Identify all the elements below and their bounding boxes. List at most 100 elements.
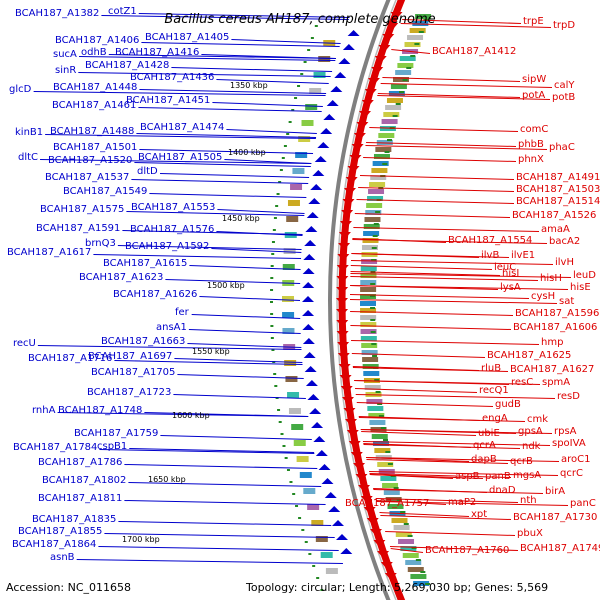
gene-label[interactable]: pbuX bbox=[517, 528, 543, 539]
gene-label[interactable]: BCAH187_A1553 bbox=[131, 202, 215, 213]
gene-label[interactable]: phbB bbox=[518, 139, 544, 150]
gene-label[interactable]: maP2 bbox=[448, 497, 476, 508]
gene-label[interactable]: BCAH187_A1405 bbox=[145, 32, 229, 43]
gene-label[interactable]: dnaD bbox=[489, 485, 516, 496]
gene-label[interactable]: cspB1 bbox=[97, 441, 127, 452]
gene-label[interactable]: cmk bbox=[527, 414, 548, 425]
gene-label[interactable]: BCAH187_A1786 bbox=[38, 457, 122, 468]
gene-label[interactable]: BCAH187_A1596 bbox=[515, 308, 599, 319]
gene-label[interactable]: qcrA bbox=[473, 440, 496, 451]
gene-label[interactable]: BCAH187_A1575 bbox=[40, 204, 124, 215]
gene-label[interactable]: potA bbox=[522, 90, 545, 101]
gene-label[interactable]: potB bbox=[552, 92, 575, 103]
gene-label[interactable]: ilvB bbox=[481, 250, 499, 261]
gene-label[interactable]: gudB bbox=[495, 399, 521, 410]
gene-label[interactable]: BCAH187_A1412 bbox=[432, 46, 516, 57]
gene-label[interactable]: sinR bbox=[55, 65, 76, 76]
gene-label[interactable]: hisI bbox=[502, 268, 519, 279]
gene-label[interactable]: BCAH187_A1382 bbox=[15, 8, 99, 19]
gene-label[interactable]: sipW bbox=[522, 74, 546, 85]
gene-label[interactable]: aroC1 bbox=[561, 454, 590, 465]
gene-label[interactable]: nth bbox=[520, 495, 537, 506]
gene-label[interactable]: lysA bbox=[500, 282, 521, 293]
gene-label[interactable]: resD bbox=[557, 391, 580, 402]
gene-label[interactable]: spoIVA bbox=[552, 438, 586, 449]
gene-label[interactable]: BCAH187_A1592 bbox=[125, 241, 209, 252]
gene-label[interactable]: BCAH187_A1625 bbox=[487, 350, 571, 361]
gene-label[interactable]: amaA bbox=[541, 224, 570, 235]
gene-label[interactable]: hmp bbox=[541, 337, 563, 348]
gene-label[interactable]: BCAH187_A1749 bbox=[520, 543, 600, 554]
gene-label[interactable]: hisH bbox=[540, 273, 562, 284]
gene-label[interactable]: odhB bbox=[81, 47, 107, 58]
gene-label[interactable]: BCAH187_A1615 bbox=[103, 258, 187, 269]
gene-label[interactable]: leuC bbox=[494, 262, 516, 273]
gene-label[interactable]: BCAH187_A1705 bbox=[91, 367, 175, 378]
gene-label[interactable]: ansA1 bbox=[156, 322, 187, 333]
gene-label[interactable]: comC bbox=[520, 124, 548, 135]
gene-label[interactable]: ndk bbox=[522, 441, 541, 452]
gene-label[interactable]: BCAH187_A1591 bbox=[36, 223, 120, 234]
gene-label[interactable]: BCAH187_A1554 bbox=[448, 235, 532, 246]
gene-label[interactable]: recU bbox=[13, 338, 36, 349]
gene-label[interactable]: BCAH187_A1663 bbox=[101, 336, 185, 347]
gene-label[interactable]: dapB bbox=[471, 454, 497, 465]
gene-label[interactable]: BCAH187_A1520 bbox=[48, 155, 132, 166]
gene-label[interactable]: cysH bbox=[531, 291, 555, 302]
gene-label[interactable]: phnX bbox=[518, 154, 544, 165]
gene-label[interactable]: leuD bbox=[573, 270, 596, 281]
gene-label[interactable]: BCAH187_A1474 bbox=[140, 122, 224, 133]
gene-label[interactable]: BCAH187_A1855 bbox=[18, 526, 102, 537]
gene-label[interactable]: BCAH187_A1448 bbox=[53, 82, 137, 93]
gene-label[interactable]: mgsA bbox=[513, 470, 541, 481]
gene-label[interactable]: BCAH187_A1503 bbox=[516, 184, 600, 195]
gene-label[interactable]: BCAH187_A1526 bbox=[512, 210, 596, 221]
gene-label[interactable]: BCAH187_A1802 bbox=[42, 475, 126, 486]
gene-label[interactable]: glcD bbox=[9, 84, 32, 95]
gene-label[interactable]: BCAH187_A1406 bbox=[55, 35, 139, 46]
gene-label[interactable]: ilvH bbox=[555, 257, 574, 268]
gene-label[interactable]: spmA bbox=[542, 377, 570, 388]
gene-label[interactable]: calY bbox=[554, 80, 575, 91]
gene-label[interactable]: BCAH187_A1864 bbox=[12, 539, 96, 550]
gene-label[interactable]: trpE bbox=[523, 16, 544, 27]
gene-label[interactable]: qcrC bbox=[560, 468, 583, 479]
gene-label[interactable]: BCAH187_A1748 bbox=[58, 405, 142, 416]
gene-label[interactable]: sat bbox=[559, 296, 574, 307]
gene-label[interactable]: sucA bbox=[53, 49, 77, 60]
gene-label[interactable]: BCAH187_A1549 bbox=[63, 186, 147, 197]
gene-label[interactable]: rluB bbox=[481, 363, 501, 374]
gene-label[interactable]: hisE bbox=[570, 282, 591, 293]
gene-label[interactable]: BCAH187_A1576 bbox=[130, 224, 214, 235]
gene-label[interactable]: BCAH187_A1730 bbox=[513, 512, 597, 523]
gene-label[interactable]: BCAH187_A1626 bbox=[113, 289, 197, 300]
gene-label[interactable]: BCAH187_A1537 bbox=[45, 172, 129, 183]
gene-label[interactable]: fer bbox=[175, 307, 190, 318]
gene-label[interactable]: brnQ3 bbox=[85, 238, 116, 249]
gene-label[interactable]: dltD bbox=[137, 166, 158, 177]
gene-label[interactable]: BCAH187_A1514 bbox=[516, 196, 600, 207]
gene-label[interactable]: phaC bbox=[549, 142, 575, 153]
gene-label[interactable]: BCAH187_A1835 bbox=[32, 514, 116, 525]
gene-label[interactable]: bacA2 bbox=[549, 236, 580, 247]
gene-label[interactable]: engA bbox=[482, 413, 508, 424]
gene-label[interactable]: BCAH187_A1451 bbox=[126, 95, 210, 106]
gene-label[interactable]: ilvE1 bbox=[511, 250, 535, 261]
gene-label[interactable]: BCAH187_A1505 bbox=[138, 152, 222, 163]
gene-label[interactable]: ubiE bbox=[478, 428, 500, 439]
gene-label[interactable]: BCAH187_A1759 bbox=[74, 428, 158, 439]
gene-label[interactable]: kinB1 bbox=[15, 127, 43, 138]
gene-label[interactable]: rpsA bbox=[554, 426, 577, 437]
gene-label[interactable]: BCAH187_A1723 bbox=[87, 387, 171, 398]
gene-label[interactable]: asnB bbox=[50, 552, 75, 563]
gene-label[interactable]: BCAH187_A1491 bbox=[516, 172, 600, 183]
gene-label[interactable]: BCAH187_A1461 bbox=[52, 100, 136, 111]
gene-label[interactable]: cotZ1 bbox=[108, 6, 137, 17]
gene-label[interactable]: qcrB bbox=[510, 456, 533, 467]
gene-label[interactable]: birA bbox=[545, 486, 565, 497]
gene-label[interactable]: trpD bbox=[553, 20, 575, 31]
gene-label[interactable]: BCAH187_A1757 bbox=[345, 498, 429, 509]
gene-label[interactable]: BCAH187_A1617 bbox=[7, 247, 91, 258]
gene-label[interactable]: BCAH187_A1436 bbox=[130, 72, 214, 83]
gene-label[interactable]: BCAH187_A1606 bbox=[513, 322, 597, 333]
